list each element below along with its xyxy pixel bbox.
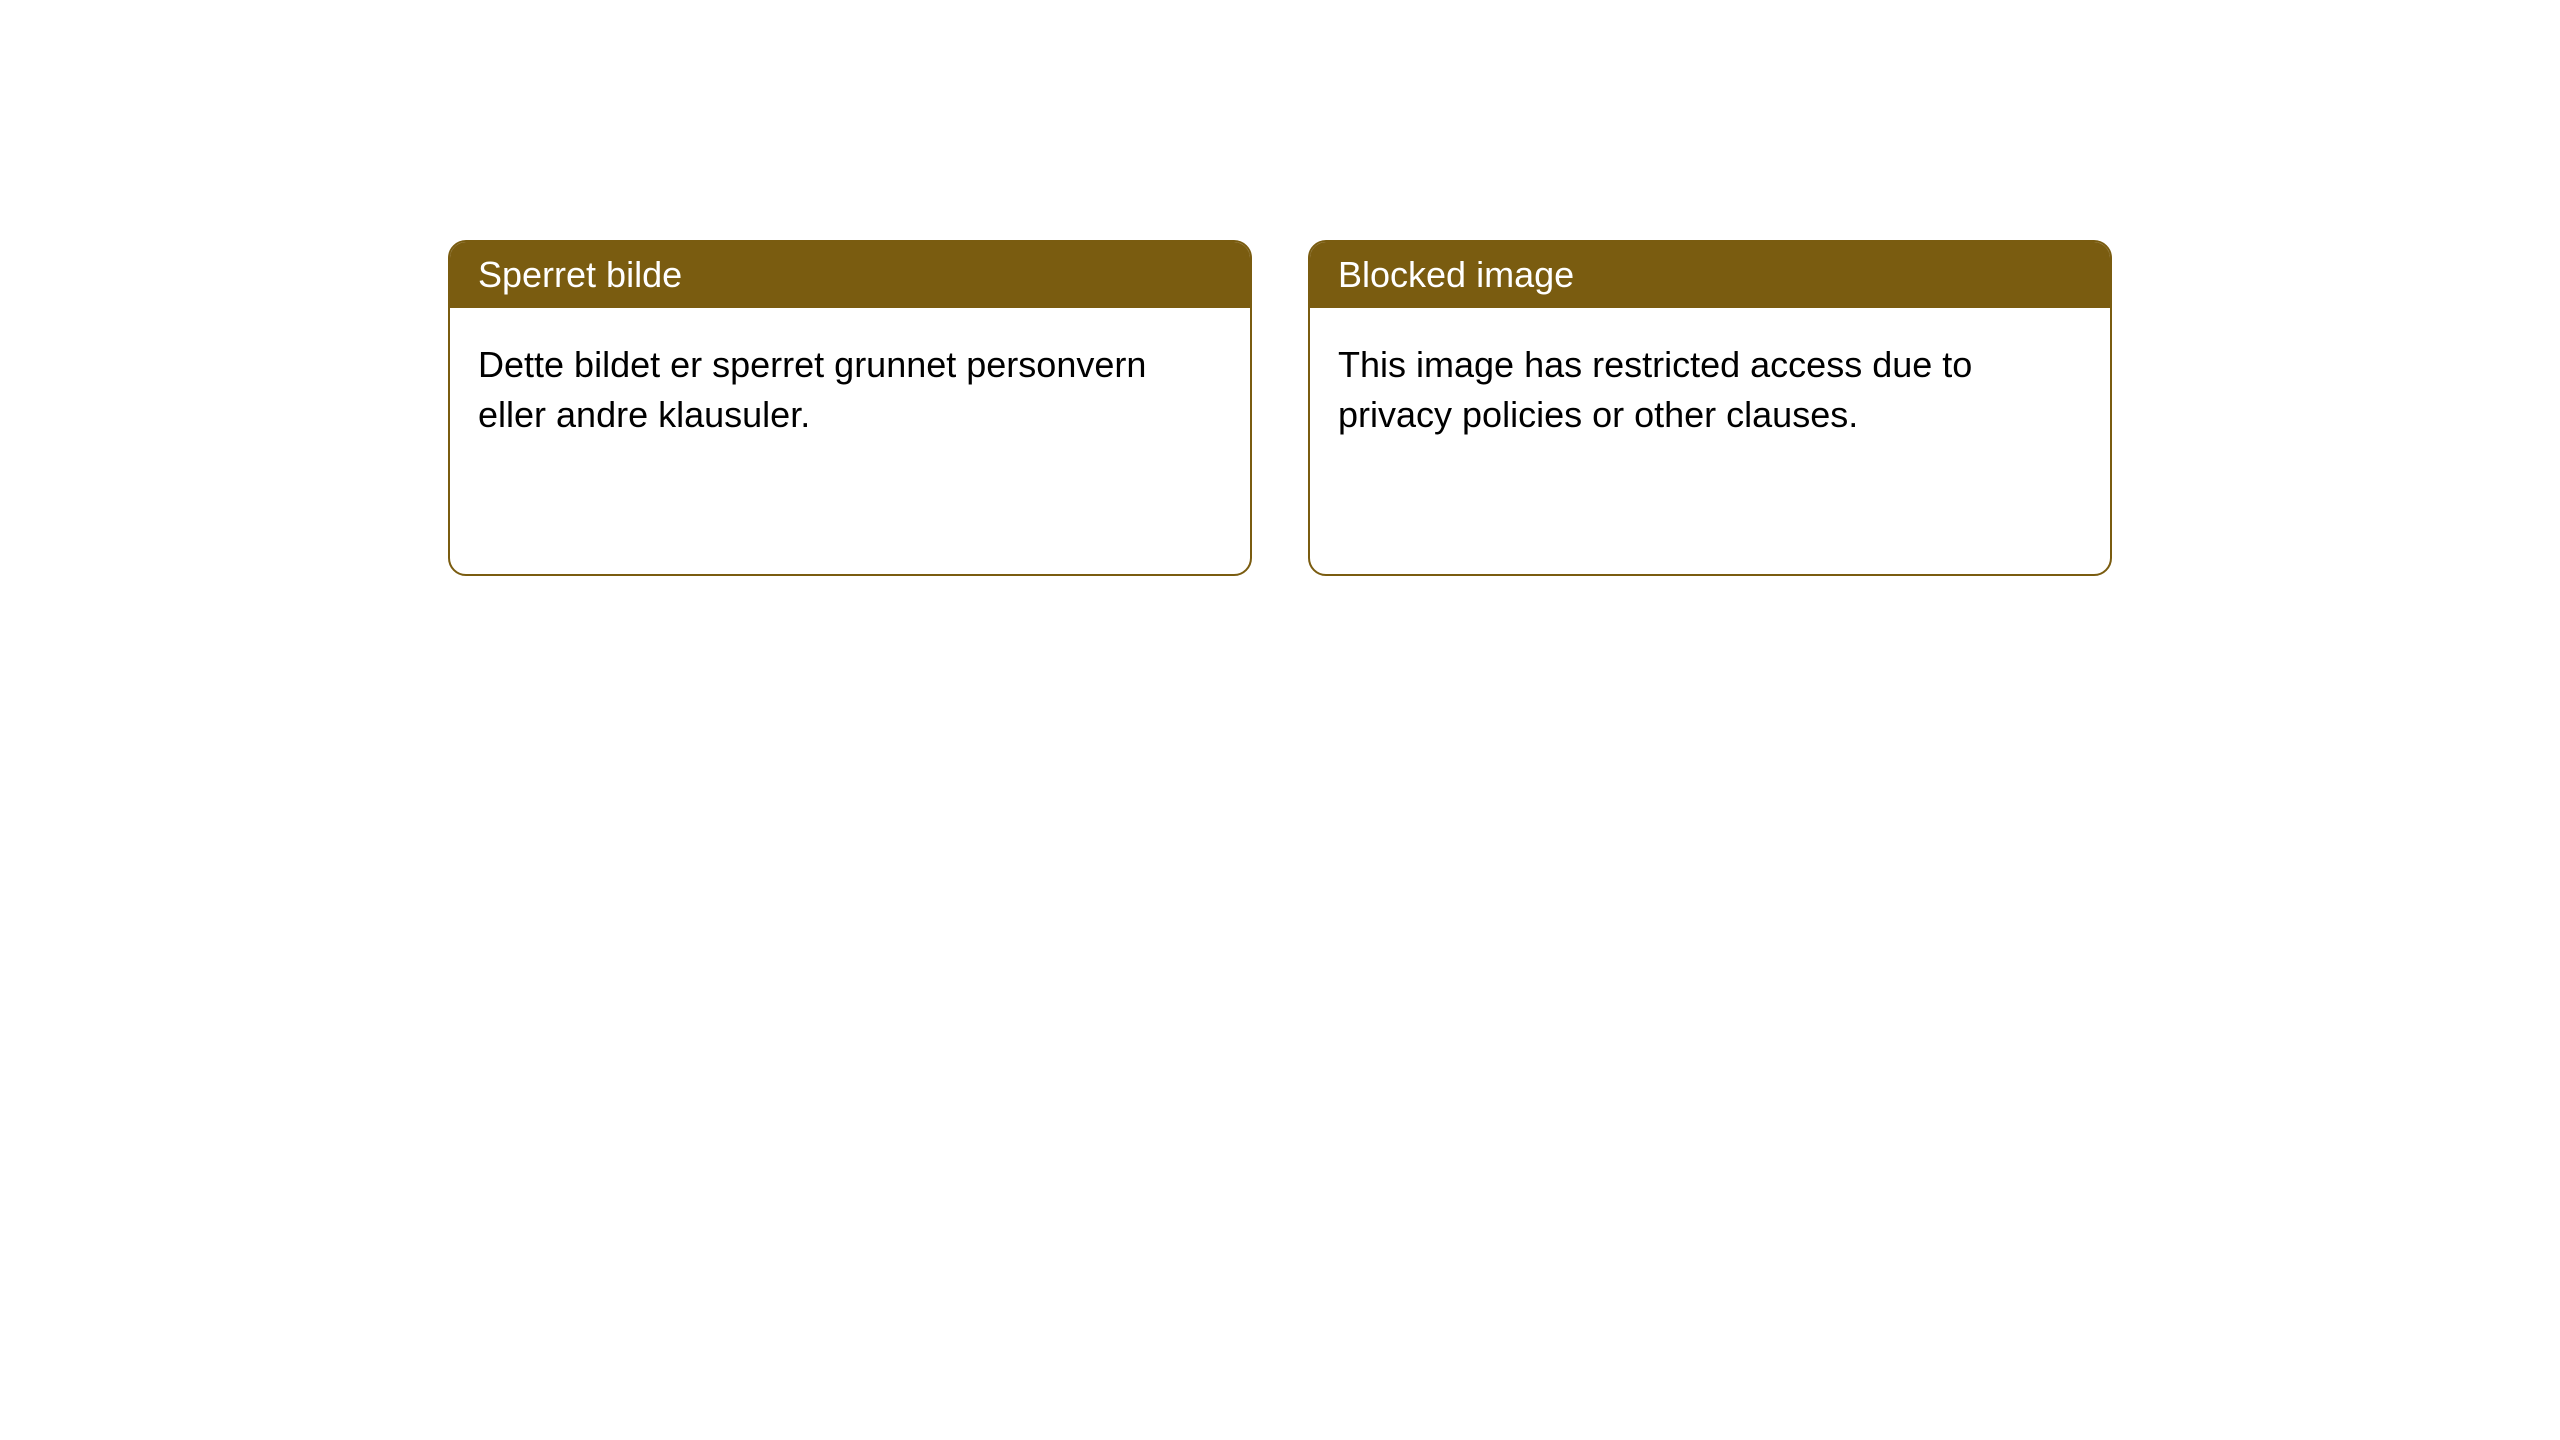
- notice-container: Sperret bilde Dette bildet er sperret gr…: [0, 0, 2560, 576]
- notice-card-norwegian: Sperret bilde Dette bildet er sperret gr…: [448, 240, 1252, 576]
- notice-title: Blocked image: [1338, 254, 1574, 295]
- notice-card-english: Blocked image This image has restricted …: [1308, 240, 2112, 576]
- notice-header: Sperret bilde: [450, 242, 1250, 308]
- notice-header: Blocked image: [1310, 242, 2110, 308]
- notice-message: This image has restricted access due to …: [1338, 344, 1972, 435]
- notice-message: Dette bildet er sperret grunnet personve…: [478, 344, 1146, 435]
- notice-body: This image has restricted access due to …: [1310, 308, 2110, 473]
- notice-body: Dette bildet er sperret grunnet personve…: [450, 308, 1250, 473]
- notice-title: Sperret bilde: [478, 254, 682, 295]
